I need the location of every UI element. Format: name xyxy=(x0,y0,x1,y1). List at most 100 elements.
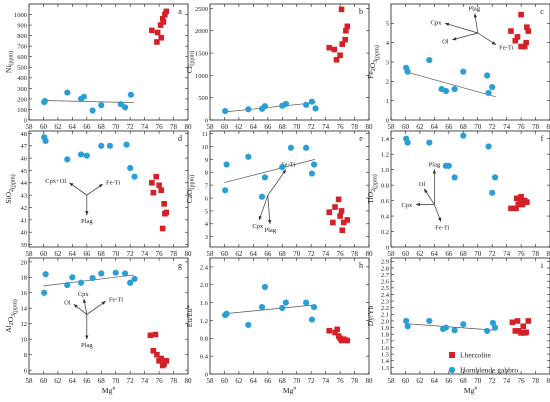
x-tick-label: 70 xyxy=(474,377,482,385)
lherzolite-point xyxy=(150,189,157,196)
gabbro-point xyxy=(460,68,467,75)
panel-letter: e xyxy=(359,134,363,143)
x-tick-label: 58 xyxy=(388,377,396,385)
y-tick-label: 1.9 xyxy=(381,325,389,332)
gabbro-point xyxy=(404,68,411,75)
y-tick-label: 1.4 xyxy=(381,358,390,365)
y-tick-label: 1.2 xyxy=(381,152,389,159)
y-tick-label: 2.7 xyxy=(381,272,390,279)
lherzolite-point xyxy=(331,46,338,53)
y-tick-label: 2.9 xyxy=(381,259,389,266)
x-tick-label: 72 xyxy=(489,250,497,258)
lherzolite-point xyxy=(338,208,345,214)
lherzolite-point xyxy=(153,173,159,180)
x-tick-label: 80 xyxy=(185,123,193,131)
trend-line xyxy=(224,159,315,183)
y-tick-label: 0 xyxy=(24,117,27,124)
gabbro-point xyxy=(245,321,252,329)
x-tick-label: 64 xyxy=(431,123,439,131)
gabbro-point xyxy=(485,89,492,97)
gabbro-point xyxy=(223,310,230,317)
lherzolite-point xyxy=(154,29,161,36)
gabbro-point xyxy=(80,93,88,100)
x-axis-title: Mg# xyxy=(464,386,477,395)
x-tick-label: 80 xyxy=(366,123,374,131)
lherzolite-point xyxy=(519,201,526,208)
x-tick-label: 72 xyxy=(308,250,316,258)
y-tick-label: 0.4 xyxy=(381,213,390,220)
vector-label: Plag xyxy=(429,162,441,169)
x-tick-label: 66 xyxy=(445,377,453,385)
y-tick-label: 400 xyxy=(17,75,27,82)
y-tick-label: 48 xyxy=(21,131,28,138)
y-tick-label: 3 xyxy=(386,59,389,66)
y-tick-label: 200 xyxy=(17,96,27,103)
gabbro-point xyxy=(282,299,289,306)
lherzolite-point xyxy=(525,318,532,324)
x-tick-label: 62 xyxy=(235,250,243,258)
x-tick-label: 72 xyxy=(308,377,316,385)
gabbro-point xyxy=(460,132,467,139)
vector-arrow xyxy=(86,301,106,315)
x-tick-label: 74 xyxy=(503,250,511,258)
x-tick-label: 66 xyxy=(445,250,453,258)
x-tick-label: 80 xyxy=(366,250,374,258)
x-tick-label: 62 xyxy=(416,250,424,258)
y-tick-label: 1.4 xyxy=(381,136,390,143)
x-tick-label: 64 xyxy=(69,377,77,385)
lherzolite-point xyxy=(523,329,529,336)
x-tick-label: 76 xyxy=(518,123,526,131)
gabbro-point xyxy=(64,156,71,163)
gabbro-point xyxy=(222,107,229,115)
vector-label: Fe-Ti xyxy=(109,297,123,304)
lherzolite-point xyxy=(342,36,348,43)
lherzolite-point xyxy=(344,217,351,223)
gabbro-point xyxy=(131,275,138,282)
x-tick-label: 68 xyxy=(98,123,106,131)
y-tick-label: 5 xyxy=(386,21,389,28)
x-tick-label: 78 xyxy=(170,123,178,131)
lherzolite-point xyxy=(326,327,333,334)
lherzolite-point xyxy=(158,355,165,362)
x-tick-label: 78 xyxy=(351,123,359,131)
x-tick-label: 70 xyxy=(293,377,301,385)
x-tick-label: 58 xyxy=(26,377,34,385)
x-tick-label: 60 xyxy=(402,250,410,258)
y-tick-label: 2.4 xyxy=(381,292,390,299)
gabbro-point xyxy=(112,269,119,276)
y-tick-label: 46 xyxy=(21,156,28,163)
vector-label: Plag xyxy=(468,6,480,13)
x-tick-label: 64 xyxy=(431,377,439,385)
x-tick-label: 72 xyxy=(308,123,316,131)
y-tick-label: 1.3 xyxy=(381,365,389,372)
x-tick-label: 74 xyxy=(503,123,511,131)
gabbro-point xyxy=(426,317,433,325)
gabbro-point xyxy=(42,271,49,278)
gabbro-point xyxy=(287,144,295,151)
vector-label: Plag xyxy=(81,218,93,225)
vector-label: Fe-Ti xyxy=(499,44,513,51)
x-tick-label: 62 xyxy=(54,250,62,258)
panel-letter: i xyxy=(541,261,544,270)
x-tick-label: 68 xyxy=(279,123,287,131)
y-tick-label: 2000 xyxy=(195,28,208,35)
gabbro-point xyxy=(222,187,229,194)
x-tick-label: 80 xyxy=(185,250,193,258)
y-axis-title: Dy/Yb xyxy=(366,306,375,327)
x-tick-label: 72 xyxy=(127,250,135,258)
y-tick-label: 900 xyxy=(17,22,27,29)
legend-marker-square xyxy=(449,352,455,358)
panel-f: 58 60 62 64 66 68 70 72 74 76 78 80 0 0.2 0.4 0.6 0.8 1.0… xyxy=(366,130,550,258)
gabbro-point xyxy=(489,84,496,91)
lherzolite-point xyxy=(343,27,349,34)
lherzolite-point xyxy=(334,326,340,333)
y-tick-label: 18 xyxy=(21,275,28,282)
vector-label: Cpx xyxy=(401,202,413,209)
y-tick-label: 2.1 xyxy=(381,312,389,319)
y-tick-label: 10 xyxy=(21,337,28,344)
x-tick-label: 74 xyxy=(141,377,149,385)
x-tick-label: 74 xyxy=(322,377,330,385)
y-tick-label: 500 xyxy=(17,65,27,72)
lherzolite-point xyxy=(326,44,333,51)
lherzolite-point xyxy=(513,195,520,202)
